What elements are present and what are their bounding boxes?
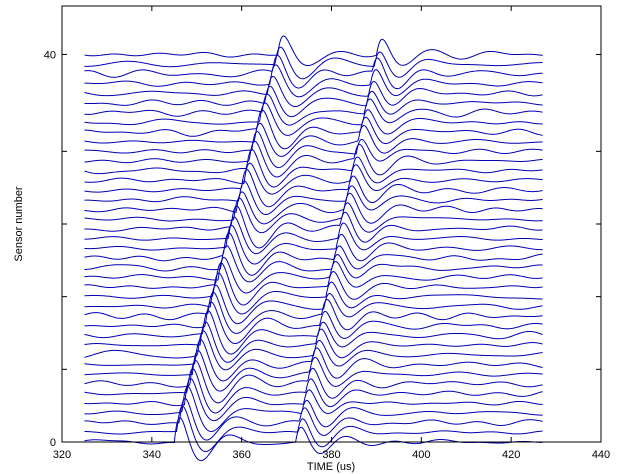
sensor-trace [84, 54, 543, 90]
sensor-trace [84, 205, 543, 249]
sensor-trace [84, 272, 543, 315]
sensor-trace [84, 262, 543, 306]
sensor-trace [84, 85, 543, 118]
x-tick-label: 440 [592, 449, 610, 461]
x-tick-label: 320 [53, 449, 71, 461]
x-axis-label: TIME (us) [307, 461, 355, 473]
sensor-trace [84, 46, 543, 80]
sensor-trace [84, 75, 543, 108]
sensor-trace [84, 35, 543, 67]
sensor-trace [84, 284, 543, 325]
sensor-trace [84, 291, 543, 334]
sensor-trace [84, 224, 543, 265]
sensor-trace [84, 122, 543, 157]
sensor-trace [84, 140, 543, 178]
sensor-trace [84, 149, 543, 188]
y-tick-label: 0 [50, 437, 56, 449]
sensor-trace [84, 386, 543, 433]
sensor-trace [84, 109, 543, 150]
sensor-trace [84, 330, 543, 371]
sensor-trace [84, 405, 543, 452]
waveform-traces [84, 35, 543, 462]
sensor-trace [84, 378, 543, 422]
x-tick-label: 380 [322, 449, 340, 461]
x-tick-label: 360 [232, 449, 250, 461]
sensor-trace [84, 216, 543, 255]
sensor-trace [84, 169, 543, 208]
sensor-trace [84, 64, 543, 98]
sensor-trace [84, 301, 543, 345]
sensor-trace [84, 191, 543, 225]
sensor-trace [84, 397, 543, 441]
y-axis-ticks: 0 40 [44, 49, 601, 449]
sensor-trace [84, 310, 543, 355]
x-tick-label: 420 [502, 449, 520, 461]
sensor-trace [84, 232, 543, 276]
sensor-trace [84, 162, 543, 195]
sensor-trace [84, 197, 543, 234]
sensor-trace [84, 349, 543, 392]
x-axis-ticks: 320 340 360 380 400 420 440 [53, 6, 610, 461]
x-tick-label: 340 [143, 449, 161, 461]
sensor-trace [84, 130, 543, 169]
y-tick-label: 40 [44, 49, 56, 61]
x-tick-label: 400 [412, 449, 430, 461]
sensor-trace [84, 339, 543, 382]
sensor-trace [84, 359, 543, 404]
sensor-trace [84, 368, 543, 414]
sensor-trace [84, 102, 543, 136]
sensor-trace [84, 321, 543, 363]
sensor-trace [84, 180, 543, 216]
sensor-trace [84, 245, 543, 283]
y-axis-label: Sensor number [13, 186, 25, 262]
sensor-trace [84, 93, 543, 126]
sensor-trace [84, 256, 543, 294]
